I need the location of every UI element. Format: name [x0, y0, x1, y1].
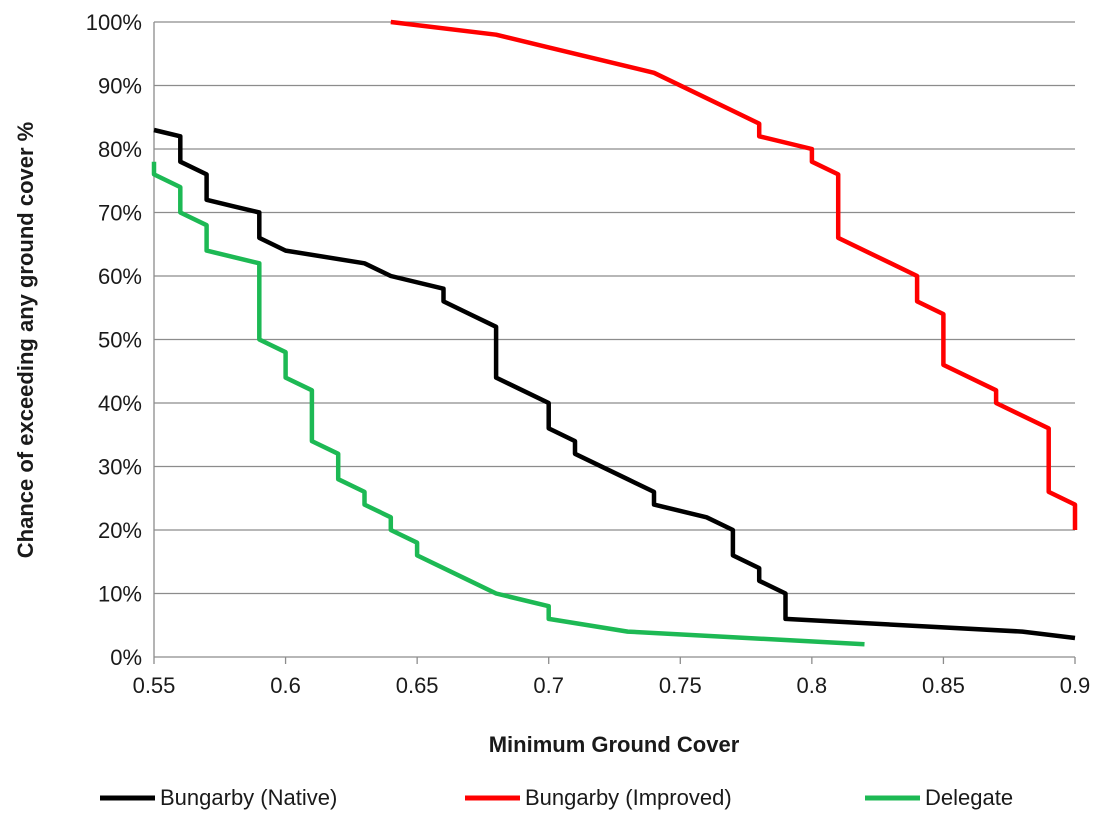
y-axis-title: Chance of exceeding any ground cover % [13, 122, 38, 558]
x-tick-label: 0.55 [133, 673, 176, 698]
legend-label-1: Bungarby (Improved) [525, 785, 732, 810]
y-tick-label: 10% [98, 582, 142, 607]
y-tick-label: 80% [98, 137, 142, 162]
axes [153, 22, 1076, 664]
grid-lines [154, 21, 1075, 595]
tick-labels: 0% 10% 20% 30% 40% 50% 60% 70% 80% 90% 100% 0.55 0.6… [86, 10, 1091, 698]
series-line-1 [390, 19, 1078, 530]
x-tick-label: 0.9 [1060, 673, 1091, 698]
y-tick-label: 0% [110, 645, 142, 670]
legend-label-2: Delegate [925, 785, 1013, 810]
legend: Bungarby (Native) Bungarby (Improved) Dele… [100, 785, 1013, 810]
x-tick-label: 0.6 [270, 673, 301, 698]
x-tick-label: 0.7 [533, 673, 564, 698]
y-tick-label: 20% [98, 518, 142, 543]
y-tick-label: 50% [98, 328, 142, 353]
x-tick-label: 0.85 [922, 673, 965, 698]
x-tick-label: 0.8 [797, 673, 828, 698]
y-tick-label: 30% [98, 455, 142, 480]
legend-label-0: Bungarby (Native) [160, 785, 337, 810]
x-tick-label: 0.65 [396, 673, 439, 698]
y-tick-label: 60% [98, 264, 142, 289]
y-tick-label: 70% [98, 201, 142, 226]
series-line-0 [153, 127, 1076, 641]
y-tick-label: 100% [86, 10, 142, 35]
series-lines [151, 19, 1078, 647]
y-tick-label: 90% [98, 74, 142, 99]
y-tick-label: 40% [98, 391, 142, 416]
series-line-2 [151, 161, 865, 647]
x-axis-title: Minimum Ground Cover [489, 732, 740, 757]
x-tick-label: 0.75 [659, 673, 702, 698]
